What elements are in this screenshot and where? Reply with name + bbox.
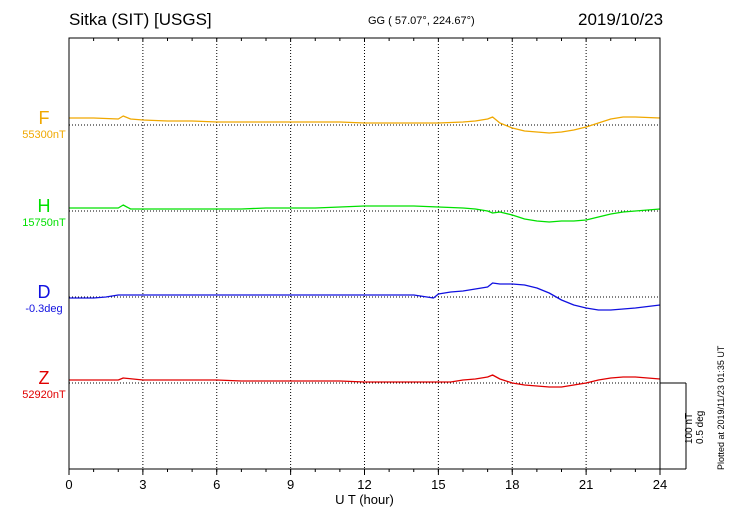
series-line-f (69, 115, 661, 134)
x-tick-label: 21 (579, 477, 593, 492)
series-label-z: Z 52920nT (4, 368, 84, 402)
series-label-f: F 55300nT (4, 108, 84, 142)
x-tick-label: 9 (287, 477, 294, 492)
scale-bar-label: 100 nT 0.5 deg (684, 411, 706, 444)
scale-nt: 100 nT (684, 412, 695, 444)
x-tick-label: 6 (213, 477, 220, 492)
baseline-label-f: 55300nT (22, 129, 66, 141)
series-label-d: D -0.3deg (4, 282, 84, 316)
series-line-d (69, 282, 661, 311)
series-label-h: H 15750nT (4, 196, 84, 230)
plot-frame (68, 37, 661, 470)
baseline-label-d: -0.3deg (25, 303, 63, 315)
x-tick-label: 3 (139, 477, 146, 492)
x-tick-label: 18 (505, 477, 519, 492)
series-line-z (69, 374, 661, 388)
chart-date: 2019/10/23 (578, 10, 664, 29)
x-tick-label: 0 (65, 477, 72, 492)
series-name-h: H (37, 196, 51, 216)
baseline-label-h: 15750nT (22, 217, 66, 229)
x-axis-label: U T (hour) (335, 492, 394, 507)
chart-title: Sitka (SIT) [USGS] (69, 10, 212, 29)
x-tick-label: 15 (431, 477, 445, 492)
series-line-h (69, 204, 661, 223)
baseline-label-z: 52920nT (22, 389, 66, 401)
scale-deg: 0.5 deg (695, 410, 706, 444)
station-coordinates: GG ( 57.07°, 224.67°) (368, 15, 475, 27)
series-name-z: Z (38, 368, 50, 388)
x-tick-label: 24 (653, 477, 667, 492)
x-tick-label: 12 (357, 477, 371, 492)
plotted-timestamp: Plotted at 2019/11/23 01:35 UT (716, 345, 726, 470)
series-name-d: D (37, 282, 51, 302)
series-name-f: F (38, 108, 50, 128)
